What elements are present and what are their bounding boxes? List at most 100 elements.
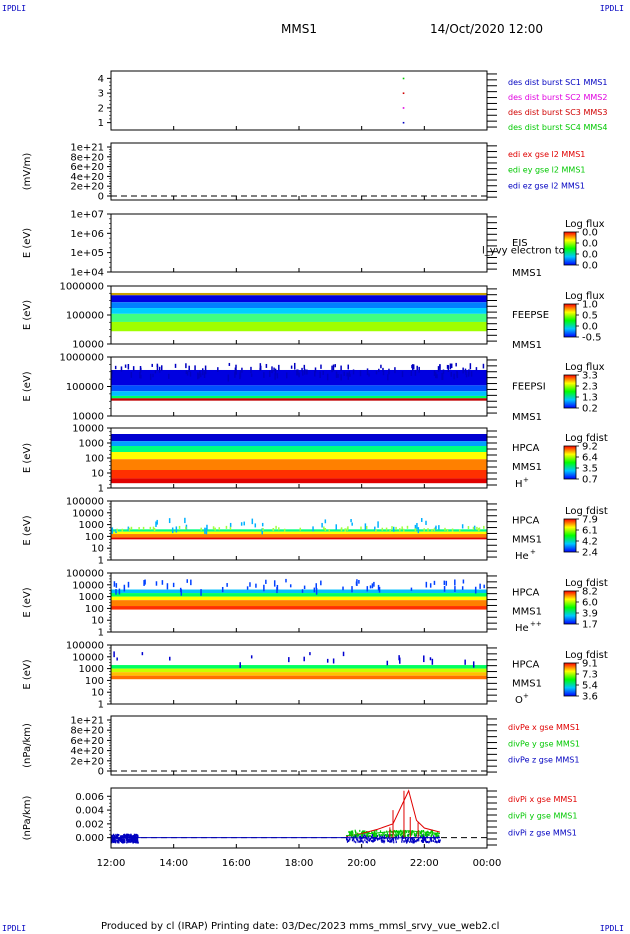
data-noise bbox=[137, 838, 139, 841]
colorbar bbox=[563, 231, 577, 266]
data-noise bbox=[129, 839, 131, 842]
spectrogram-speck bbox=[301, 589, 304, 593]
data-noise bbox=[115, 839, 117, 842]
spectrogram-speck bbox=[433, 528, 436, 532]
spectrogram-speck bbox=[412, 364, 415, 370]
spectrogram-speck bbox=[386, 660, 389, 666]
spectrogram-speck bbox=[184, 517, 186, 524]
spectrogram-speck bbox=[472, 661, 475, 668]
data-noise bbox=[431, 834, 433, 837]
species-charge-label: + bbox=[523, 476, 529, 484]
species-label: He bbox=[515, 623, 529, 634]
data-noise bbox=[347, 838, 349, 841]
spectrogram-speck bbox=[239, 373, 241, 380]
spectrogram-speck bbox=[324, 527, 327, 531]
data-noise bbox=[369, 834, 371, 837]
data-noise bbox=[380, 835, 382, 838]
data-noise bbox=[362, 836, 365, 839]
colorbar-title: Log flux bbox=[565, 291, 605, 302]
data-noise bbox=[399, 831, 401, 834]
spectrogram-speck bbox=[228, 362, 231, 366]
data-noise bbox=[421, 840, 424, 843]
spectrogram-speck bbox=[201, 368, 204, 376]
spectrogram-speck bbox=[437, 366, 440, 372]
spectrogram-band bbox=[111, 434, 487, 442]
spectrogram-speck bbox=[371, 583, 374, 589]
spectrogram-speck bbox=[331, 365, 333, 373]
data-noise bbox=[137, 834, 139, 837]
spectrogram-speck bbox=[375, 529, 377, 533]
spectrogram-speck bbox=[156, 363, 159, 367]
spectrogram-speck bbox=[120, 366, 123, 372]
spectrogram-speck bbox=[115, 529, 117, 534]
spectrogram-speck bbox=[169, 656, 171, 661]
data-noise bbox=[126, 833, 128, 836]
spectrogram-speck bbox=[347, 526, 349, 530]
data-noise bbox=[129, 841, 131, 844]
data-point bbox=[402, 107, 405, 109]
y-tick-label: 0.006 bbox=[75, 792, 104, 803]
data-noise bbox=[386, 832, 389, 835]
data-noise bbox=[401, 830, 403, 833]
data-noise bbox=[411, 837, 413, 840]
spectrogram-band bbox=[111, 470, 487, 479]
y-tick-label: 4e+20 bbox=[70, 172, 104, 183]
legend-entry: divPi x gse MMS1 bbox=[508, 795, 577, 804]
data-noise bbox=[135, 838, 137, 841]
spectrogram-band bbox=[111, 321, 487, 332]
spectrogram-speck bbox=[319, 371, 321, 379]
y-tick-label: 10000 bbox=[72, 412, 104, 423]
data-noise bbox=[378, 838, 380, 841]
spectrogram-band bbox=[111, 313, 487, 322]
spectrogram-speck bbox=[462, 367, 464, 374]
data-noise bbox=[351, 830, 354, 833]
spectrogram-speck bbox=[445, 580, 448, 586]
spectrogram-speck bbox=[344, 528, 347, 532]
data-noise bbox=[407, 839, 409, 842]
species-charge-label: ++ bbox=[530, 620, 542, 628]
data-noise bbox=[388, 836, 390, 839]
data-noise bbox=[357, 839, 359, 842]
spectrogram-speck bbox=[399, 657, 401, 664]
y-axis-label: E (eV) bbox=[22, 443, 33, 473]
data-noise bbox=[395, 838, 397, 841]
data-noise bbox=[423, 835, 425, 838]
data-noise bbox=[382, 839, 384, 842]
y-tick-label: 100000 bbox=[66, 569, 104, 580]
legend-entry: divPi y gse MMS1 bbox=[508, 812, 577, 821]
spectrogram-speck bbox=[366, 586, 369, 592]
spectrogram-speck bbox=[111, 527, 114, 534]
spectrogram-band bbox=[111, 606, 487, 610]
spectrogram-speck bbox=[427, 528, 429, 532]
spectrogram-speck bbox=[299, 527, 302, 531]
spectrogram-speck bbox=[175, 526, 178, 533]
spectrogram-speck bbox=[259, 367, 261, 372]
spectrogram-speck bbox=[368, 373, 370, 377]
data-noise bbox=[420, 835, 422, 838]
data-noise bbox=[372, 840, 374, 843]
spectrogram-speck bbox=[283, 528, 286, 532]
spectrogram-band bbox=[111, 672, 487, 676]
data-noise bbox=[123, 840, 126, 843]
data-noise bbox=[412, 837, 414, 840]
spectrogram-speck bbox=[161, 580, 164, 585]
y-tick-label: 8e+20 bbox=[70, 726, 104, 737]
data-noise bbox=[430, 834, 432, 837]
data-noise bbox=[362, 830, 364, 833]
spectrogram-speck bbox=[369, 585, 372, 589]
data-noise bbox=[122, 835, 124, 838]
x-tick-label: 00:00 bbox=[473, 858, 502, 869]
y-tick-label: 1000000 bbox=[59, 353, 104, 364]
y-tick-label: 1 bbox=[98, 118, 104, 129]
y-tick-label: 1 bbox=[98, 484, 104, 495]
y-tick-label: 10000 bbox=[72, 580, 104, 591]
spectrogram-speck bbox=[358, 579, 360, 584]
data-noise bbox=[133, 840, 135, 843]
y-axis-label: E (eV) bbox=[22, 228, 33, 258]
data-noise bbox=[126, 833, 128, 836]
data-noise bbox=[395, 841, 397, 844]
legend-entry: des dist burst SC4 MMS4 bbox=[508, 123, 607, 132]
spectrogram-speck bbox=[380, 364, 382, 369]
data-noise bbox=[422, 840, 425, 843]
species-charge-label: + bbox=[530, 548, 536, 556]
